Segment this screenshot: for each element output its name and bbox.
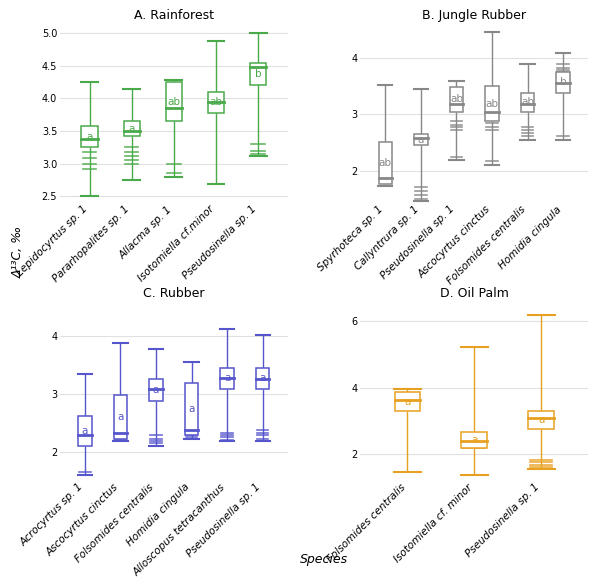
FancyBboxPatch shape — [395, 391, 420, 411]
Text: a: a — [418, 135, 424, 145]
Text: a: a — [471, 435, 478, 445]
Text: ab: ab — [450, 94, 463, 104]
FancyBboxPatch shape — [82, 126, 98, 147]
FancyBboxPatch shape — [556, 72, 570, 93]
FancyBboxPatch shape — [250, 63, 266, 86]
FancyBboxPatch shape — [208, 92, 224, 113]
FancyBboxPatch shape — [124, 121, 140, 136]
Title: B. Jungle Rubber: B. Jungle Rubber — [422, 9, 526, 22]
Text: a: a — [128, 124, 135, 134]
Text: a: a — [260, 373, 266, 383]
Text: a: a — [538, 415, 544, 425]
FancyBboxPatch shape — [414, 134, 428, 145]
Text: ab: ab — [521, 97, 534, 107]
Text: Species: Species — [300, 553, 348, 565]
Text: Δ¹³C, ‰: Δ¹³C, ‰ — [12, 226, 25, 278]
Text: ab: ab — [209, 97, 223, 107]
Text: a: a — [224, 373, 230, 383]
Text: a: a — [82, 426, 88, 436]
Title: C. Rubber: C. Rubber — [143, 287, 205, 300]
Title: D. Oil Palm: D. Oil Palm — [440, 287, 509, 300]
Text: a: a — [404, 397, 410, 407]
FancyBboxPatch shape — [256, 368, 269, 389]
FancyBboxPatch shape — [149, 379, 163, 401]
Text: b: b — [560, 77, 566, 87]
Text: a: a — [153, 385, 159, 395]
FancyBboxPatch shape — [461, 432, 487, 448]
Text: ab: ab — [379, 158, 392, 168]
Text: a: a — [188, 404, 195, 414]
FancyBboxPatch shape — [449, 87, 463, 112]
Text: a: a — [117, 412, 124, 422]
Text: b: b — [255, 69, 262, 79]
FancyBboxPatch shape — [529, 411, 554, 429]
FancyBboxPatch shape — [379, 142, 392, 184]
FancyBboxPatch shape — [78, 415, 92, 446]
FancyBboxPatch shape — [113, 395, 127, 439]
Text: a: a — [86, 131, 92, 142]
FancyBboxPatch shape — [166, 82, 182, 121]
FancyBboxPatch shape — [185, 383, 199, 435]
FancyBboxPatch shape — [521, 93, 535, 112]
Text: ab: ab — [485, 98, 499, 108]
Title: A. Rainforest: A. Rainforest — [134, 9, 214, 22]
FancyBboxPatch shape — [485, 86, 499, 121]
Text: ab: ab — [167, 97, 180, 107]
FancyBboxPatch shape — [220, 368, 234, 389]
